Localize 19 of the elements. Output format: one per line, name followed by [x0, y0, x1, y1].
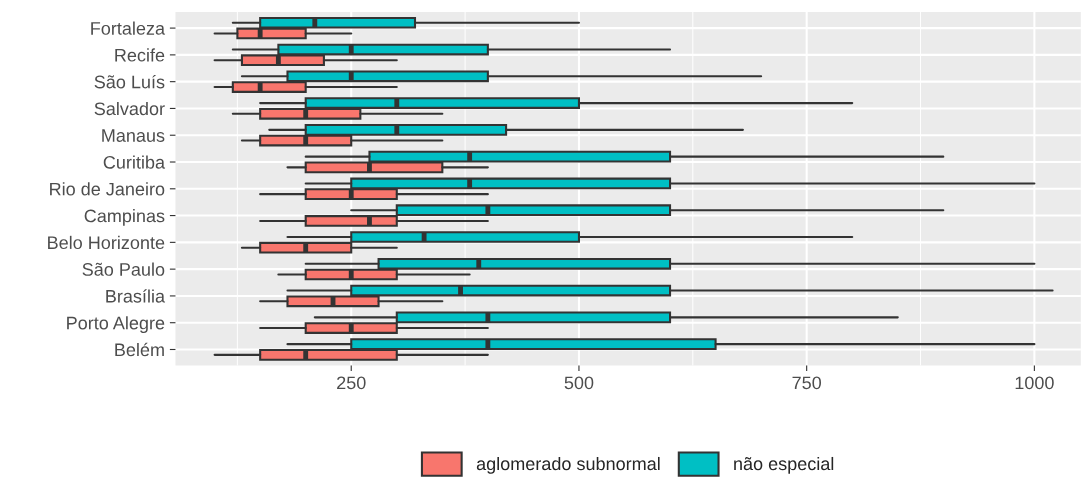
x-tick-label: 500	[564, 376, 594, 390]
x-tick-label: 750	[792, 376, 822, 390]
y-tick-label: Belém	[115, 342, 164, 357]
y-tick-label: Recife	[115, 48, 165, 62]
y-tick-label: Curitiba	[103, 155, 166, 169]
y-tick-label: Salvador	[94, 101, 165, 116]
legend-label: não especial	[734, 456, 834, 474]
x-tick-label: 1000	[1015, 376, 1054, 390]
legend-label: aglomerado subnormal	[476, 456, 660, 474]
y-tick-label: Campinas	[84, 209, 165, 226]
y-tick-label: Belo Horizonte	[48, 235, 165, 250]
y-tick-label: São Luís	[94, 74, 165, 89]
y-tick-label: Manaus	[102, 129, 165, 142]
y-tick-label: Rio de Janeiro	[50, 182, 165, 196]
x-tick-label: 250	[337, 376, 366, 390]
y-tick-label: Brasília	[106, 289, 166, 303]
y-tick-label: São Paulo	[82, 262, 165, 276]
y-tick-label: Fortaleza	[91, 21, 166, 35]
y-tick-label: Porto Alegre	[67, 316, 165, 333]
